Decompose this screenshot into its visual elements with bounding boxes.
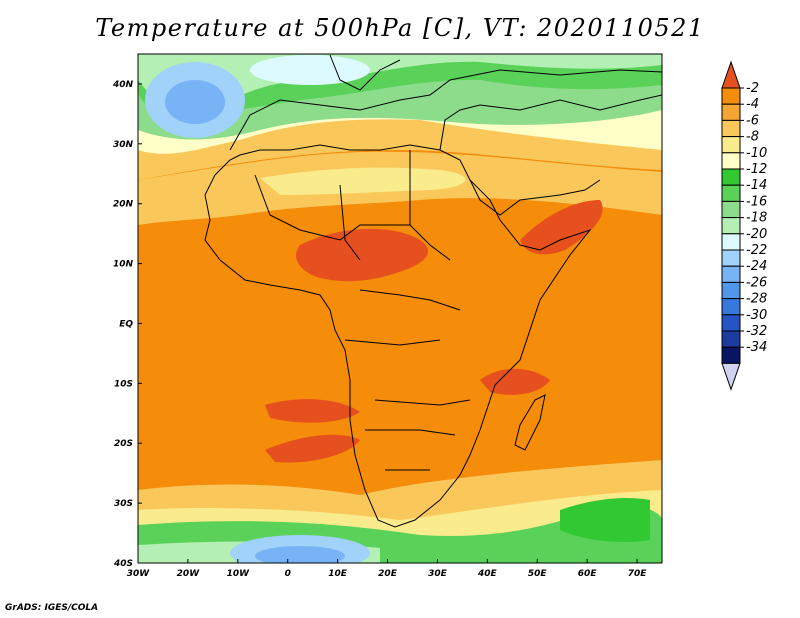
lon-tick-label: 30W: [127, 569, 151, 579]
temperature-field: [138, 54, 662, 563]
colorbar-label: -26: [746, 275, 767, 290]
colorbar-label: -22: [746, 243, 767, 258]
lat-tick-label: 30S: [114, 499, 133, 509]
colorbar-swatch: [721, 233, 741, 251]
lon-tick-label: 40E: [477, 569, 498, 579]
lon-tick-label: 50E: [528, 569, 548, 579]
colorbar-swatch: [721, 168, 741, 186]
colorbar-label: -18: [746, 211, 767, 226]
colorbar-label: -6: [746, 113, 759, 128]
latitude-axis: 40N 30N 20N 10N EQ 10S 20S 30S 40S: [112, 80, 142, 569]
colorbar-bottom-arrow: [721, 362, 741, 391]
colorbar-swatch: [721, 200, 741, 219]
colorbar-label: -4: [746, 97, 759, 112]
colorbar-swatch: [721, 330, 741, 348]
colorbar-label: -30: [746, 308, 767, 323]
lon-tick-label: 10E: [328, 569, 348, 579]
footer-credit: GrADS: IGES/COLA: [5, 603, 99, 613]
lon-tick-label: 20E: [378, 569, 398, 579]
colorbar-label: -34: [746, 340, 767, 355]
lat-tick-label: 10S: [114, 379, 133, 389]
lon-tick-label: 0: [285, 569, 291, 579]
colorbar-label: -12: [746, 162, 767, 177]
colorbar: -2-4-6-8-10-12-14-16-18-20-22-24-26-28-3…: [721, 60, 767, 391]
lat-tick-label: EQ: [119, 319, 133, 329]
colorbar-swatch: [721, 314, 741, 332]
colorbar-label: -14: [746, 178, 767, 193]
colorbar-swatch: [721, 281, 741, 300]
colorbar-label: -2: [746, 81, 759, 96]
lat-tick-label: 20N: [113, 200, 134, 210]
colorbar-swatch: [721, 103, 741, 121]
colorbar-swatch: [721, 249, 741, 267]
colorbar-label: -20: [746, 227, 767, 242]
plot-frame: [137, 53, 663, 564]
colorbar-swatch: [721, 87, 741, 105]
colorbar-swatch: [721, 152, 741, 170]
lat-tick-label: 40N: [112, 80, 134, 90]
colorbar-swatch: [721, 184, 741, 202]
lon-tick-label: 70E: [628, 569, 648, 579]
lat-tick-label: 30N: [113, 140, 134, 150]
colorbar-label: -28: [746, 292, 767, 307]
lon-tick-label: 10W: [227, 569, 251, 579]
coastlines: [204, 54, 662, 528]
colorbar-swatch: [721, 136, 741, 154]
colorbar-swatch: [721, 298, 741, 316]
map-title: Temperature at 500hPa [C], VT: 202011052…: [95, 14, 705, 42]
colorbar-label: -24: [746, 259, 767, 274]
colorbar-label: -8: [746, 130, 759, 145]
colorbar-swatch: [721, 119, 741, 138]
lat-tick-label: 10N: [113, 260, 134, 270]
colorbar-swatch: [721, 346, 741, 364]
lat-tick-label: 20S: [114, 439, 133, 449]
lat-tick-label: 40S: [113, 559, 133, 569]
lon-tick-label: 20W: [177, 569, 201, 579]
lon-tick-label: 60E: [578, 569, 598, 579]
colorbar-label: -10: [746, 146, 767, 161]
colorbar-label: -32: [746, 324, 767, 339]
longitude-axis: 30W 20W 10W 0 10E 20E 30E 40E 50E 60E 70E: [127, 559, 647, 579]
colorbar-top-arrow: [721, 60, 741, 89]
colorbar-label: -16: [746, 194, 767, 209]
lon-tick-label: 30E: [428, 569, 448, 579]
colorbar-swatch: [721, 265, 741, 283]
colorbar-swatch: [721, 217, 741, 235]
